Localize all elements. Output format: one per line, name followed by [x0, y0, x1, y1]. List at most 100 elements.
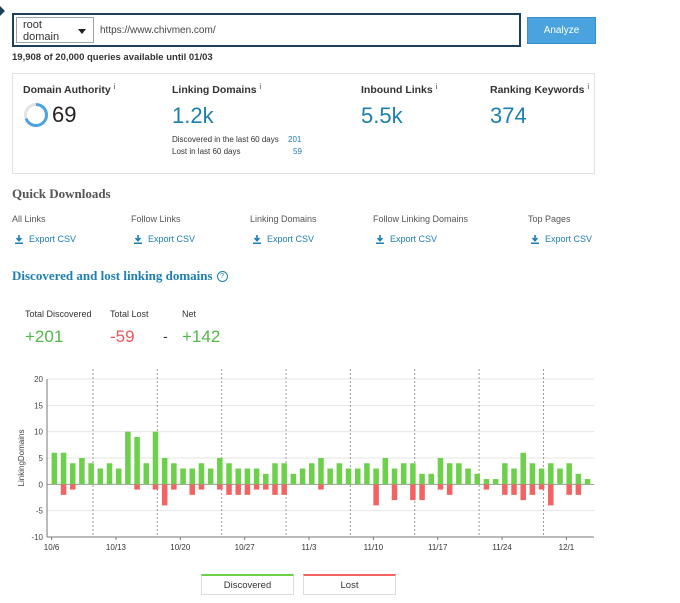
bar-lost: [538, 484, 545, 490]
bar-discovered: [584, 479, 591, 485]
bar-discovered: [290, 473, 297, 485]
info-icon[interactable]: ?: [216, 270, 228, 282]
download-top-pages: Top Pages Export CSV: [528, 214, 592, 244]
linking-domains-value: 1.2k: [172, 103, 214, 128]
total-lost: Total Lost -59: [110, 309, 149, 347]
export-csv-link[interactable]: Export CSV: [531, 234, 592, 244]
metric-ranking-keywords: Ranking Keywords i 374: [490, 84, 589, 129]
total-discovered-value: +201: [25, 327, 64, 346]
x-tick-label: 11/10: [364, 543, 384, 552]
metric-label-linking-domains: Linking Domains: [172, 84, 257, 96]
bar-lost: [511, 484, 517, 495]
y-tick-label: -10: [31, 533, 43, 542]
bar-lost: [502, 484, 508, 495]
download-label: All Links: [12, 214, 46, 224]
bar-lost: [134, 484, 140, 490]
export-csv-link[interactable]: Export CSV: [253, 234, 317, 244]
total-lost-value: -59: [110, 327, 135, 346]
export-csv-link[interactable]: Export CSV: [134, 234, 195, 244]
bar-discovered: [492, 479, 499, 485]
bar-discovered: [207, 468, 214, 485]
bar-lost: [437, 484, 444, 490]
legend-discovered[interactable]: Discovered: [201, 574, 294, 595]
bar-lost: [235, 484, 241, 495]
lost-value-link[interactable]: 59: [293, 147, 302, 156]
bar-lost: [529, 484, 536, 495]
total-discovered-label: Total Discovered: [25, 309, 92, 319]
discovered-lost-title-text: Discovered and lost linking domains: [12, 268, 213, 283]
bar-discovered: [79, 458, 85, 485]
export-csv-label: Export CSV: [267, 234, 315, 244]
export-csv-label: Export CSV: [545, 234, 593, 244]
export-csv-label: Export CSV: [29, 234, 77, 244]
info-icon[interactable]: i: [587, 84, 590, 91]
export-csv-label: Export CSV: [148, 234, 196, 244]
download-icon: [15, 234, 23, 244]
bar-discovered: [474, 473, 481, 485]
x-tick-label: 10/6: [44, 543, 60, 552]
analyze-button[interactable]: Analyze: [527, 17, 596, 44]
bar-discovered: [253, 468, 260, 485]
x-tick-label: 10/20: [170, 543, 191, 552]
info-icon[interactable]: i: [113, 84, 116, 91]
download-label: Linking Domains: [250, 214, 317, 224]
bar-lost: [391, 484, 398, 501]
bar-discovered: [400, 463, 407, 485]
domain-authority-value: 69: [52, 102, 77, 127]
legend-lost[interactable]: Lost: [303, 574, 396, 595]
scope-line-1: root: [23, 19, 42, 31]
x-tick-label: 10/13: [106, 543, 127, 552]
corner-marker: [0, 6, 5, 16]
export-csv-label: Export CSV: [390, 234, 438, 244]
export-csv-link[interactable]: Export CSV: [15, 234, 76, 244]
bar-discovered: [244, 468, 251, 485]
bar-lost: [171, 484, 177, 490]
url-input[interactable]: [100, 17, 516, 43]
bar-discovered: [511, 468, 517, 485]
bar-discovered: [272, 463, 278, 485]
lost-row: Lost in last 60 days 59: [172, 147, 312, 159]
bar-lost: [520, 484, 526, 501]
bar-discovered: [115, 468, 122, 485]
discovered-row: Discovered in the last 60 days 201: [172, 135, 312, 147]
bar-lost: [419, 484, 425, 501]
bar-discovered: [97, 468, 104, 485]
discovered-value-link[interactable]: 201: [288, 135, 302, 144]
bar-discovered: [446, 463, 453, 485]
bar-discovered: [134, 436, 140, 485]
bar-discovered: [538, 468, 545, 485]
bar-lost: [152, 484, 159, 490]
bar-discovered: [502, 463, 508, 485]
export-csv-link[interactable]: Export CSV: [376, 234, 468, 244]
net-total: Net +142: [182, 309, 220, 347]
bar-discovered: [437, 458, 444, 485]
download-icon: [531, 234, 539, 244]
bar-discovered: [575, 473, 582, 485]
bar-lost: [60, 484, 67, 495]
bar-discovered: [106, 463, 113, 485]
info-icon[interactable]: i: [435, 84, 438, 91]
bar-lost: [244, 484, 251, 495]
scope-select[interactable]: root domain: [16, 17, 94, 43]
bar-discovered: [327, 468, 333, 485]
linking-domains-chart: -10 -5 0 5 10 15 20 LinkingDomains 10/6 10/13 10/2…: [17, 369, 594, 552]
x-tick-label: 11/24: [492, 543, 512, 552]
download-label: Follow Links: [131, 214, 181, 224]
bar-discovered: [152, 431, 159, 485]
y-axis-label: LinkingDomains: [17, 430, 26, 487]
download-linking-domains: Linking Domains Export CSV: [250, 214, 317, 244]
download-icon: [376, 234, 384, 244]
bar-discovered: [180, 468, 186, 485]
download-icon: [253, 234, 261, 244]
bar-discovered: [161, 458, 168, 485]
bar-discovered: [226, 463, 232, 485]
metric-domain-authority: Domain Authority i 69: [23, 84, 115, 128]
info-icon[interactable]: i: [259, 84, 262, 91]
quick-downloads-title: Quick Downloads: [12, 186, 111, 201]
bar-discovered: [69, 463, 76, 485]
bar-lost: [281, 484, 287, 495]
x-tick-label: 11/17: [428, 543, 448, 552]
bar-lost: [161, 484, 168, 506]
bar-discovered: [171, 463, 177, 485]
bar-discovered: [483, 479, 490, 485]
